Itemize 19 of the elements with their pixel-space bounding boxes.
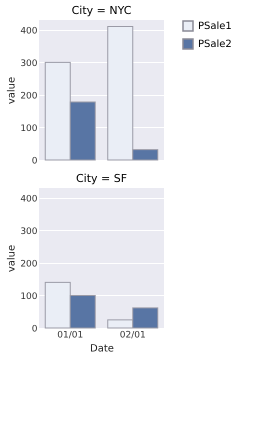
y-tick-label: 100 — [20, 124, 38, 134]
y-axis-title: value — [6, 76, 18, 104]
y-tick-label: 0 — [32, 324, 38, 334]
x-tick-label: 01/01 — [57, 330, 84, 340]
y-tick-label: 200 — [20, 259, 38, 270]
y-tick-label: 300 — [20, 226, 38, 237]
y-axis-title: value — [6, 244, 18, 272]
y-tick-label: 100 — [20, 292, 38, 302]
x-tick-label: 02/01 — [120, 330, 146, 340]
y-tick-label: 400 — [20, 26, 38, 36]
x-axis-title: Date — [90, 344, 114, 354]
y-tick-label: 400 — [20, 194, 38, 204]
legend-label: PSale1 — [198, 21, 232, 32]
y-tick-label: 200 — [20, 91, 38, 102]
y-tick-label: 300 — [20, 58, 38, 69]
legend-label: PSale2 — [198, 39, 232, 50]
y-tick-label: 0 — [32, 156, 38, 166]
chart-title: City = NYC — [72, 4, 132, 17]
chart-title: City = SF — [76, 172, 128, 185]
